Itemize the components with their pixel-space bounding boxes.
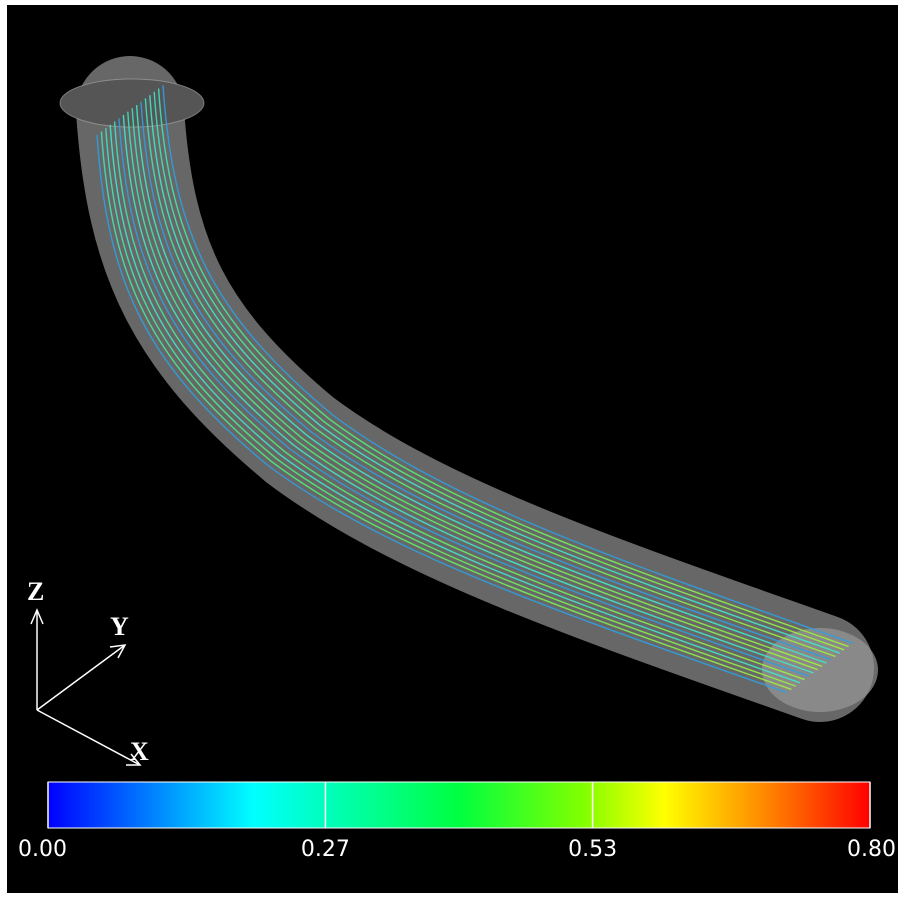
colorbar-tick-label: 0.53: [568, 837, 617, 862]
colorbar: [48, 782, 870, 828]
visualization: Z Y X 0.00 0.27 0.53 0.80: [0, 0, 905, 898]
vessel-inlet: [60, 79, 204, 127]
y-label: Y: [110, 612, 129, 641]
colorbar-tick-label: 0.00: [18, 837, 67, 862]
colorbar-tick-label: 0.80: [847, 837, 896, 862]
colorbar-tick-label: 0.27: [301, 837, 350, 862]
page: Z Y X 0.000.270.530.80 (() => { const da…: [0, 0, 905, 898]
x-label: X: [130, 737, 149, 766]
z-label: Z: [27, 577, 44, 606]
